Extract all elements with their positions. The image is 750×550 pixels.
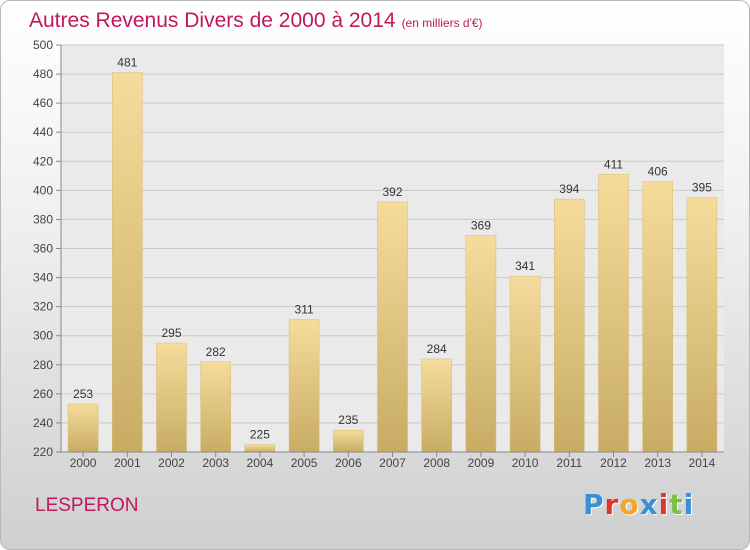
y-tick-label: 260 <box>33 387 53 401</box>
logo-letter: x <box>639 488 659 521</box>
x-tick-label: 2008 <box>423 456 450 470</box>
place-name: LESPERON <box>35 495 139 516</box>
y-tick-label: 440 <box>33 125 53 139</box>
y-tick-label: 460 <box>33 96 53 110</box>
x-tick-label: 2001 <box>114 456 141 470</box>
x-tick-label: 2006 <box>335 456 362 470</box>
x-tick-label: 2010 <box>512 456 539 470</box>
data-label: 253 <box>73 387 93 401</box>
proxiti-logo[interactable]: Proxiti <box>583 488 694 521</box>
data-label: 311 <box>295 303 314 317</box>
data-label: 235 <box>338 413 358 427</box>
x-tick-label: 2013 <box>644 456 671 470</box>
data-label: 392 <box>382 185 402 199</box>
bar <box>112 72 143 453</box>
data-label: 395 <box>692 181 712 195</box>
bar <box>642 181 673 453</box>
bar <box>377 201 408 453</box>
x-tick-label: 2002 <box>158 456 185 470</box>
y-tick-label: 320 <box>33 300 53 314</box>
x-tick-label: 2004 <box>247 456 274 470</box>
bar <box>244 444 276 453</box>
chart-subtitle: (en milliers d'€) <box>401 16 483 30</box>
logo-letter: i <box>683 488 695 521</box>
data-label: 394 <box>559 182 579 196</box>
y-tick-label: 480 <box>33 67 53 81</box>
logo-letter: t <box>669 488 684 521</box>
y-tick-label: 360 <box>33 242 53 256</box>
x-tick-label: 2014 <box>689 456 716 470</box>
y-tick-label: 400 <box>33 183 53 197</box>
data-label: 411 <box>604 157 623 171</box>
bar <box>509 275 541 453</box>
x-tick-label: 2009 <box>468 456 495 470</box>
bar <box>288 319 320 453</box>
logo-letter: o <box>619 488 640 521</box>
logo-letter: r <box>604 488 620 521</box>
data-label: 282 <box>206 345 226 359</box>
data-label: 284 <box>427 342 447 356</box>
x-tick-label: 2007 <box>379 456 406 470</box>
x-tick-label: 2003 <box>202 456 229 470</box>
bar <box>686 197 718 453</box>
bar <box>156 342 187 453</box>
x-tick-label: 2012 <box>600 456 627 470</box>
y-tick-label: 280 <box>33 358 53 372</box>
data-label: 369 <box>471 218 491 232</box>
y-axis-ticks: 220 240 260 280 300 320 340 360 380 400 420 440 460 4… <box>33 38 61 459</box>
x-tick-label: 2011 <box>556 456 582 470</box>
y-tick-label: 500 <box>33 38 53 52</box>
y-tick-label: 220 <box>33 445 53 459</box>
logo-letter: P <box>583 488 605 521</box>
data-label: 295 <box>161 326 181 340</box>
y-tick-label: 420 <box>33 154 53 168</box>
bar <box>421 358 452 453</box>
x-tick-label: 2000 <box>70 456 97 470</box>
y-tick-label: 300 <box>33 329 53 343</box>
bar <box>333 429 364 453</box>
bar <box>200 361 231 453</box>
bar <box>465 235 497 453</box>
chart-title: Autres Revenus Divers de 2000 à 2014 (en … <box>29 9 483 33</box>
data-label: 225 <box>250 428 270 442</box>
chart-title-text: Autres Revenus Divers de 2000 à 2014 <box>29 9 396 32</box>
y-tick-label: 340 <box>33 271 53 285</box>
data-label: 341 <box>515 259 535 273</box>
x-tick-label: 2005 <box>291 456 318 470</box>
y-tick-label: 240 <box>33 416 53 430</box>
bar <box>554 198 585 453</box>
data-label: 481 <box>117 56 137 70</box>
logo-letter: i <box>658 488 670 521</box>
bar <box>67 403 99 453</box>
x-axis-ticks: 2000 2001 2002 2003 2004 2005 2006 2007 2008 2009… <box>70 452 716 470</box>
bar <box>598 174 629 453</box>
data-label: 406 <box>648 165 668 179</box>
bars: 253 481 295 282 225 311 235 392 284 369 341 394 411 4… <box>67 56 718 453</box>
y-tick-label: 380 <box>33 212 53 226</box>
